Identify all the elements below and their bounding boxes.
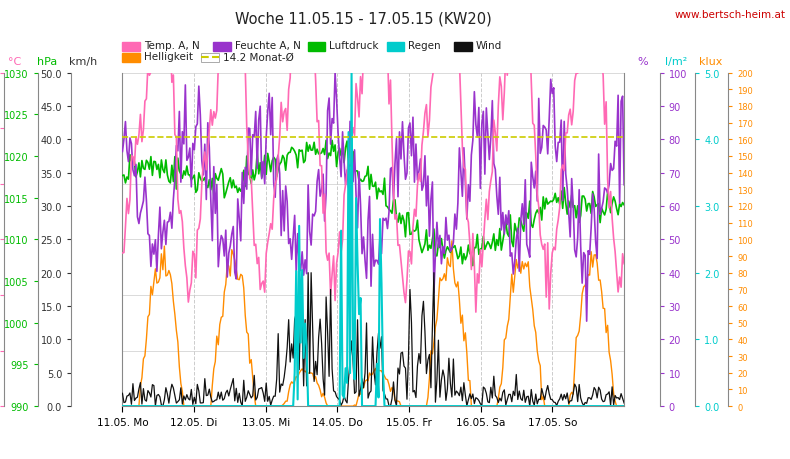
Text: l/m²: l/m² [665, 57, 687, 67]
Text: Temp. A, N: Temp. A, N [144, 41, 200, 51]
Text: Luftdruck: Luftdruck [329, 41, 379, 51]
Text: km/h: km/h [69, 57, 97, 67]
Text: klux: klux [699, 57, 723, 67]
Text: Helligkeit: Helligkeit [144, 52, 193, 62]
Text: Regen: Regen [408, 41, 441, 51]
Text: www.bertsch-heim.at: www.bertsch-heim.at [675, 10, 786, 20]
Text: °C: °C [8, 57, 21, 67]
Text: Feuchte A, N: Feuchte A, N [235, 41, 300, 51]
Text: Woche 11.05.15 - 17.05.15 (KW20): Woche 11.05.15 - 17.05.15 (KW20) [235, 11, 491, 27]
Text: Wind: Wind [476, 41, 502, 51]
Text: hPa: hPa [37, 57, 58, 67]
Text: 14.2 Monat-Ø: 14.2 Monat-Ø [223, 52, 294, 62]
Text: %: % [637, 57, 648, 67]
